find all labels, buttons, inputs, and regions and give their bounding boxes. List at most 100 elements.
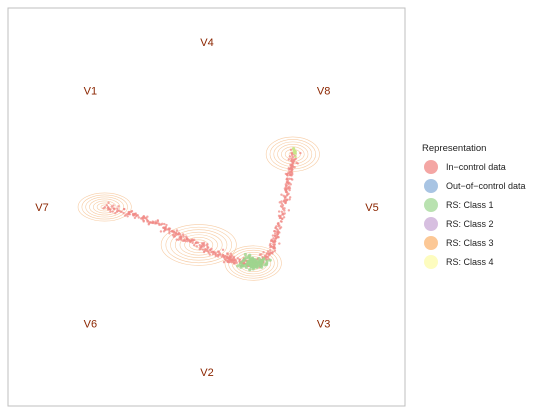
in-control-point [286,198,289,202]
in-control-point [288,155,292,158]
in-control-point [288,196,292,199]
in-control-point [195,245,199,248]
in-control-point [225,255,228,258]
in-control-point [294,157,297,160]
legend-label: In−control data [446,162,506,172]
in-control-point [178,232,181,236]
in-control-point [146,215,149,218]
in-control-point [184,239,187,243]
in-control-point [214,251,217,254]
class-4-point [293,149,297,153]
in-control-point [146,220,149,223]
in-control-point [280,210,284,213]
in-control-point [106,206,110,209]
in-control-point [217,250,220,253]
in-control-point [102,207,105,210]
plot-panel [7,7,406,407]
in-control-point [217,253,220,256]
in-control-point [120,210,123,214]
anchor-label-v3: V3 [317,319,330,331]
legend-label: Out−of−control data [446,181,526,191]
in-control-point [110,205,113,208]
in-control-point [229,252,233,256]
in-control-point [280,200,283,203]
in-control-point [272,246,276,249]
in-control-point [147,223,150,226]
anchor-label-v6: V6 [84,319,97,331]
class-1-point [258,264,263,268]
in-control-point [182,235,185,238]
in-control-point [172,235,176,238]
in-control-point [284,184,288,188]
density-contour [224,245,282,281]
in-control-point [117,205,120,208]
class-1-point [248,257,253,261]
in-control-point [275,225,278,228]
anchor-label-v2: V2 [200,367,213,379]
in-control-point [173,233,176,236]
in-control-point [267,252,270,255]
in-control-point [131,213,135,216]
in-control-point [116,207,119,210]
in-control-point [200,245,203,248]
in-control-point [175,233,178,236]
in-control-point [161,222,164,226]
data-points [102,146,302,272]
in-control-point [230,254,234,258]
class-1-point [240,263,244,267]
legend-key-out-of-control [424,179,438,193]
in-control-point [141,218,144,221]
in-control-point [269,245,273,248]
in-control-point [290,170,293,173]
in-control-point [273,249,277,252]
in-control-point [217,255,220,258]
in-control-point [186,240,189,243]
in-control-point [122,208,126,211]
in-control-point [171,229,174,233]
anchor-label-v5: V5 [365,202,378,214]
in-control-point [211,252,215,256]
in-control-point [158,222,161,225]
in-control-point [271,252,274,255]
dimension-anchors: V4 V8 V5 V3 V2 V6 V7 V1 [35,37,378,379]
in-control-point [133,216,137,220]
in-control-point [283,209,286,212]
in-control-point [279,220,283,223]
density-contour [184,237,214,253]
in-control-point [271,234,275,237]
in-control-point [137,216,140,219]
in-control-point [189,239,192,242]
in-control-point [222,256,226,259]
in-control-point [117,209,121,212]
density-contour [265,136,320,172]
in-control-point [175,229,179,232]
in-control-point [107,201,110,204]
anchor-label-v8: V8 [317,85,330,97]
in-control-point [288,177,291,181]
legend-key-class-3 [424,236,438,250]
in-control-point [220,255,223,258]
in-control-point [206,247,209,251]
legend-entry: RS: Class 4 [424,255,494,269]
in-control-point [112,204,115,207]
legend-label: RS: Class 1 [446,200,494,210]
in-control-point [105,203,108,207]
in-control-point [269,249,272,252]
in-control-point [292,159,296,163]
in-control-point [270,239,274,242]
in-control-point [284,200,287,204]
in-control-point [289,148,293,152]
legend-label: RS: Class 4 [446,257,494,267]
in-control-point [293,166,296,169]
anchor-label-v7: V7 [35,202,48,214]
in-control-point [279,226,283,229]
legend-label: RS: Class 2 [446,219,494,229]
in-control-point [196,241,200,244]
in-control-point [273,238,276,242]
in-control-point [111,210,114,213]
in-control-point [299,151,302,155]
in-control-point [154,220,157,223]
in-control-point [109,210,112,213]
in-control-point [130,210,133,214]
in-control-point [133,212,137,216]
